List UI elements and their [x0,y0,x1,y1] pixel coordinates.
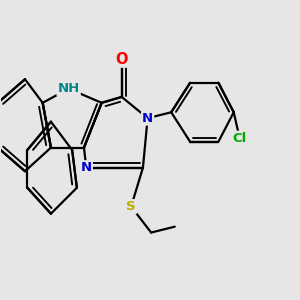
Text: N: N [142,112,153,125]
Text: N: N [81,161,92,174]
Text: S: S [126,200,136,213]
Text: NH: NH [58,82,80,95]
Text: O: O [116,52,128,67]
Text: Cl: Cl [232,132,247,145]
